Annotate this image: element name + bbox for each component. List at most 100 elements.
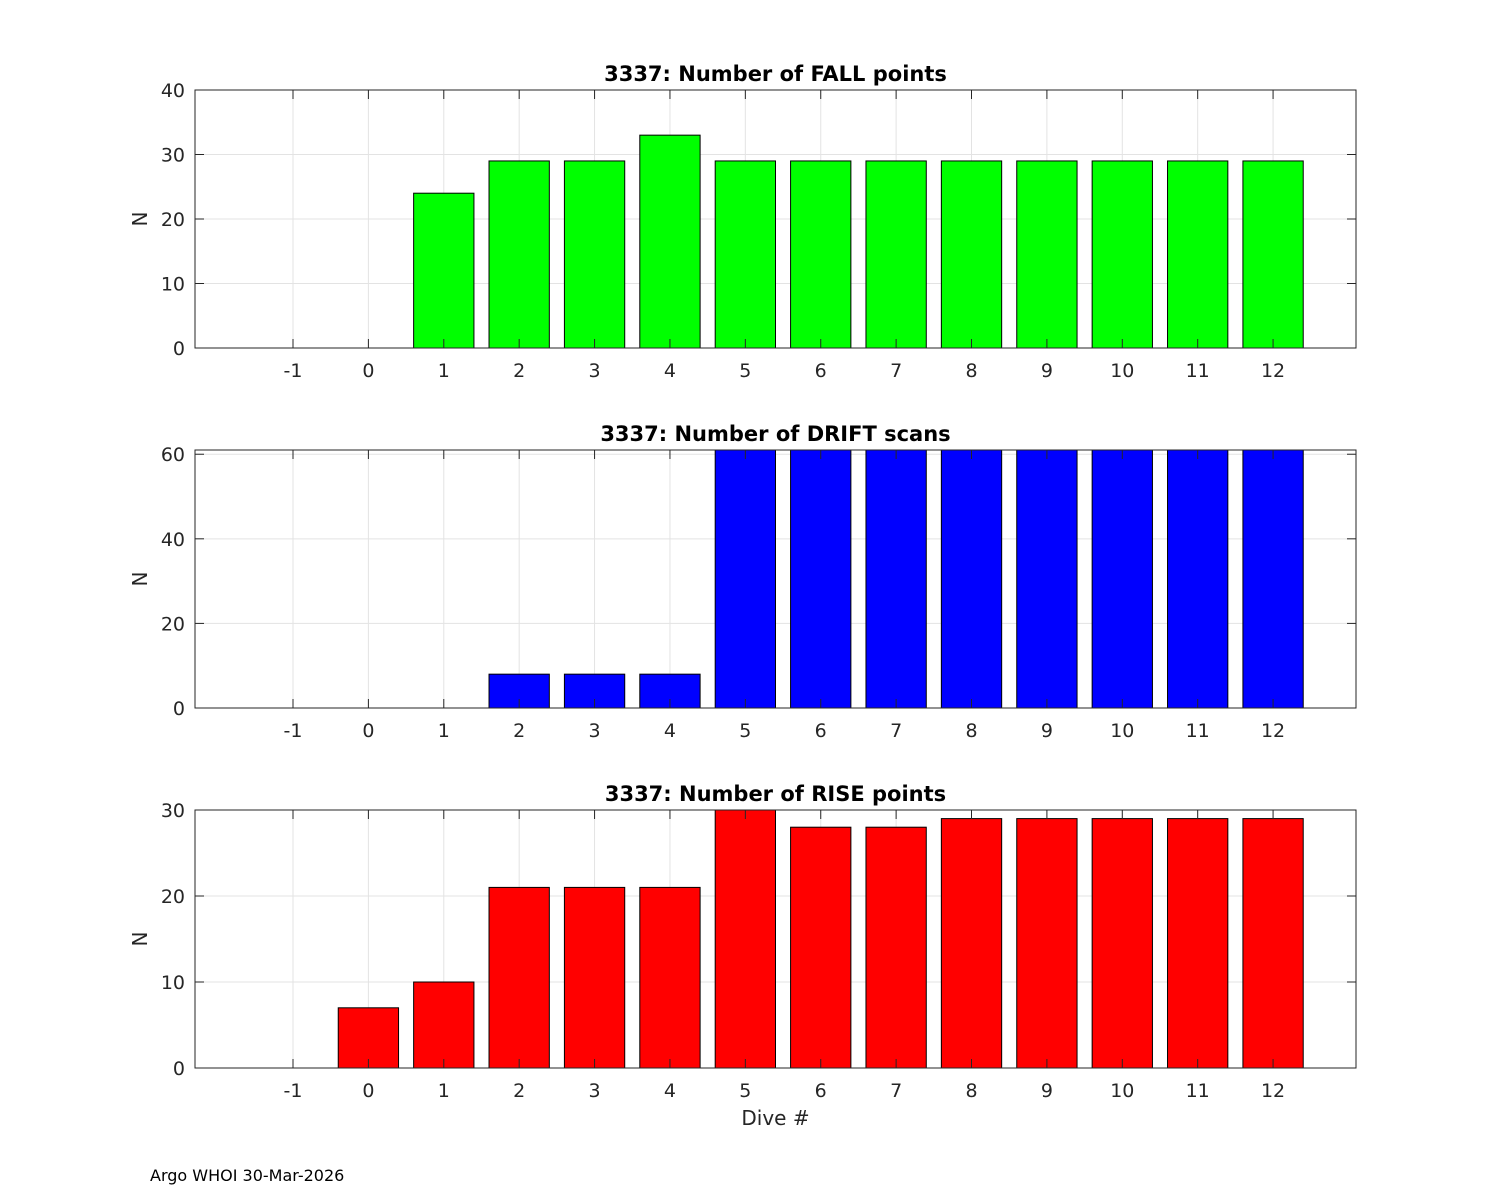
y-tick-label: 0 — [173, 338, 185, 360]
x-tick-label: 12 — [1261, 720, 1285, 742]
axes-box — [194, 449, 1357, 709]
bar-dive-10 — [1091, 818, 1153, 1068]
y-tick-label: 20 — [161, 886, 185, 908]
x-tick-label: 10 — [1110, 720, 1134, 742]
bar-series — [413, 134, 1304, 348]
bar-dive-7 — [865, 826, 927, 1068]
y-tick-label: 40 — [161, 529, 185, 551]
y-tick-label: 20 — [161, 209, 185, 231]
bar-dive-2 — [488, 886, 550, 1068]
x-tick-label: 11 — [1186, 360, 1210, 382]
y-tick-label: 10 — [161, 972, 185, 994]
bar-dive-7 — [865, 160, 927, 348]
bar-dive-11 — [1167, 160, 1229, 348]
bar-dive-9 — [1016, 818, 1078, 1068]
x-tick-label: 10 — [1110, 1080, 1134, 1102]
x-tick-label: -1 — [284, 1080, 303, 1102]
bar-dive-12 — [1242, 450, 1304, 708]
x-tick-label: 8 — [965, 360, 977, 382]
chart-title: 3337: Number of FALL points — [604, 62, 947, 86]
x-tick-label: 11 — [1186, 720, 1210, 742]
x-tick-label: 3 — [589, 1080, 601, 1102]
bar-dive-3 — [563, 886, 626, 1068]
x-tick-label: 2 — [513, 720, 525, 742]
x-tick-label: 8 — [965, 720, 977, 742]
x-tick-label: 6 — [815, 360, 827, 382]
x-tick-label: 6 — [815, 1080, 827, 1102]
x-tick-label: 8 — [965, 1080, 977, 1102]
bar-dive-12 — [1242, 160, 1304, 348]
chart-title: 3337: Number of RISE points — [605, 782, 946, 806]
bar-dive-7 — [865, 450, 927, 708]
x-tick-label: 3 — [589, 360, 601, 382]
x-tick-label: 0 — [362, 720, 374, 742]
x-tick-label: 11 — [1186, 1080, 1210, 1102]
footer-credit: Argo WHOI 30-Mar-2026 — [150, 1166, 345, 1185]
x-tick-label: 0 — [362, 360, 374, 382]
x-tick-label: 9 — [1041, 1080, 1053, 1102]
y-tick-label: 60 — [161, 444, 185, 466]
bar-dive-4 — [639, 886, 701, 1068]
bar-dive-4 — [639, 134, 701, 348]
x-axis-label: Dive # — [741, 1106, 809, 1130]
y-axis-label: N — [128, 932, 152, 947]
bar-dive-6 — [790, 160, 852, 348]
bar-dive-6 — [790, 826, 852, 1068]
bar-dive-6 — [790, 450, 852, 708]
bar-dive-8 — [940, 160, 1003, 348]
x-tick-label: 5 — [739, 360, 751, 382]
x-tick-label: 0 — [362, 1080, 374, 1102]
bar-dive-2 — [488, 160, 550, 348]
bar-dive-1 — [413, 192, 475, 348]
y-tick-label: 30 — [161, 145, 185, 167]
bar-dive-10 — [1091, 160, 1153, 348]
bar-dive-5 — [714, 160, 776, 348]
axes-box — [194, 809, 1357, 1069]
bar-dive-8 — [940, 450, 1003, 708]
x-tick-label: 2 — [513, 1080, 525, 1102]
y-axis-label: N — [128, 572, 152, 587]
chart-title: 3337: Number of DRIFT scans — [600, 422, 950, 446]
x-tick-label: 9 — [1041, 360, 1053, 382]
x-tick-label: 12 — [1261, 1080, 1285, 1102]
bar-dive-5 — [714, 810, 776, 1068]
x-tick-label: 4 — [664, 1080, 676, 1102]
y-axis-label: N — [128, 212, 152, 227]
bar-dive-0 — [337, 1007, 400, 1068]
x-tick-label: 5 — [739, 720, 751, 742]
bar-series — [337, 810, 1304, 1068]
x-tick-label: 7 — [890, 1080, 902, 1102]
y-tick-label: 30 — [161, 800, 185, 822]
bar-dive-10 — [1091, 450, 1153, 708]
x-tick-label: 1 — [438, 360, 450, 382]
x-tick-label: 7 — [890, 360, 902, 382]
bar-dive-5 — [714, 450, 776, 708]
x-tick-label: 5 — [739, 1080, 751, 1102]
bar-dive-3 — [563, 160, 626, 348]
x-tick-label: 4 — [664, 720, 676, 742]
bar-series — [488, 450, 1304, 708]
x-tick-label: -1 — [284, 360, 303, 382]
bar-dive-11 — [1167, 450, 1229, 708]
bar-dive-11 — [1167, 818, 1229, 1068]
y-tick-label: 40 — [161, 80, 185, 102]
x-tick-label: 12 — [1261, 360, 1285, 382]
x-tick-label: -1 — [284, 720, 303, 742]
x-tick-label: 4 — [664, 360, 676, 382]
y-tick-label: 0 — [173, 698, 185, 720]
bar-dive-8 — [940, 818, 1003, 1068]
x-tick-label: 10 — [1110, 360, 1134, 382]
bar-dive-9 — [1016, 160, 1078, 348]
y-tick-label: 0 — [173, 1058, 185, 1080]
y-tick-label: 10 — [161, 274, 185, 296]
x-tick-label: 1 — [438, 1080, 450, 1102]
x-tick-label: 6 — [815, 720, 827, 742]
x-tick-label: 2 — [513, 360, 525, 382]
y-tick-label: 20 — [161, 613, 185, 635]
x-tick-label: 3 — [589, 720, 601, 742]
x-tick-label: 1 — [438, 720, 450, 742]
